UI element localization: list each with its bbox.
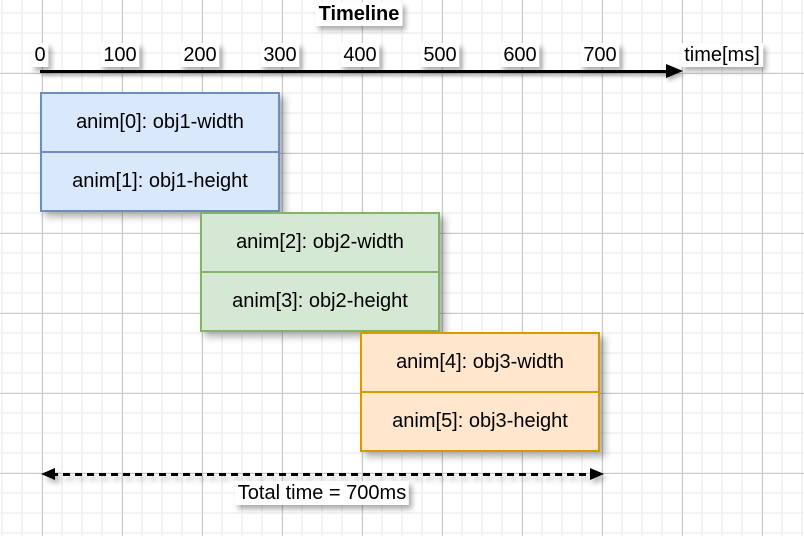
total-duration-dashed-line (51, 473, 594, 476)
left-arrowhead-icon (41, 468, 55, 480)
anim-bar-1: anim[1]: obj1-height (42, 151, 278, 210)
axis-tick-700: 700 (580, 43, 620, 67)
anim-bar-2: anim[2]: obj2-width (236, 231, 404, 253)
anim-bar-0: anim[0]: obj1-width (76, 111, 244, 133)
total-duration-arrow (41, 468, 604, 481)
axis-tick-300: 300 (260, 43, 300, 67)
anim-group-obj1: anim[0]: obj1-width anim[1]: obj1-height (40, 92, 280, 212)
axis-tick-500: 500 (420, 43, 460, 67)
axis-tick-100: 100 (100, 43, 140, 67)
anim-bar-5: anim[5]: obj3-height (362, 391, 598, 450)
anim-bar-4: anim[4]: obj3-width (396, 351, 564, 373)
axis-tick-400: 400 (340, 43, 380, 67)
axis-unit-label: time[ms] (681, 43, 763, 67)
axis-tick-0: 0 (31, 43, 49, 67)
total-time-label: Total time = 700ms (234, 481, 410, 505)
axis-tick-600: 600 (500, 43, 540, 67)
axis-tick-200: 200 (180, 43, 220, 67)
time-axis-arrowhead-icon (666, 64, 683, 78)
diagram-title: Timeline (315, 2, 403, 26)
anim-group-obj2: anim[2]: obj2-width anim[3]: obj2-height (200, 212, 440, 332)
right-arrowhead-icon (590, 468, 604, 480)
time-axis-line (40, 70, 669, 73)
anim-group-obj3: anim[4]: obj3-width anim[5]: obj3-height (360, 332, 600, 452)
anim-bar-3: anim[3]: obj2-height (202, 271, 438, 330)
